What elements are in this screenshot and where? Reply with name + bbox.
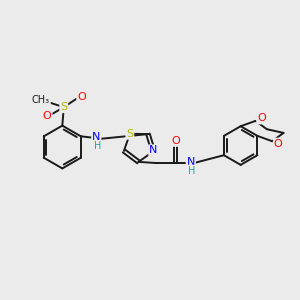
Text: H: H [94,141,101,151]
Text: N: N [187,157,195,166]
Text: O: O [257,113,266,124]
Text: O: O [77,92,86,101]
Text: CH₃: CH₃ [32,95,50,105]
Text: O: O [171,136,180,146]
Text: S: S [60,102,68,112]
Text: O: O [43,111,52,121]
Text: H: H [188,166,195,176]
Text: O: O [274,139,283,148]
Text: S: S [126,129,134,139]
Text: N: N [92,132,100,142]
Text: N: N [149,145,158,155]
